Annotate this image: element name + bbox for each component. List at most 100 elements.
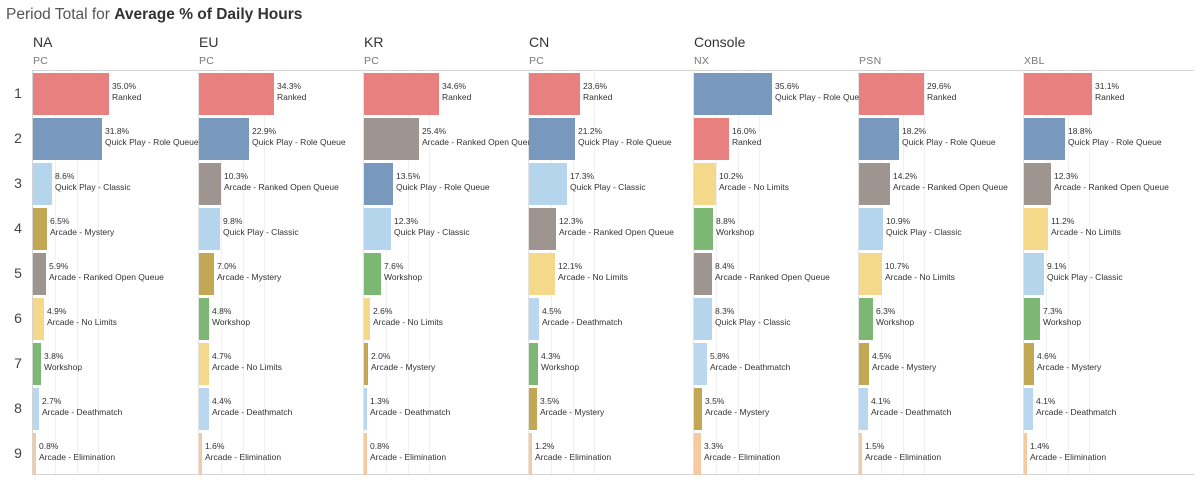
- bar-value-label: 31.8%: [105, 126, 130, 136]
- bar-label-nx-rank-7: 5.8% Arcade - Deathmatch: [710, 351, 790, 373]
- bar-label-xbl-rank-8: 4.1% Arcade - Deathmatch: [1036, 396, 1116, 418]
- bar-value-label: 21.2%: [578, 126, 603, 136]
- bar-pc-rank-3: [33, 163, 52, 205]
- bar-label-pc-rank-7: 3.8% Workshop: [44, 351, 82, 373]
- rank-label-9: 9: [14, 445, 22, 461]
- bar-xbl-rank-4: [1024, 208, 1048, 250]
- bar-label-xbl-rank-4: 11.2% Arcade - No Limits: [1051, 216, 1121, 238]
- bar-xbl-rank-3: [1024, 163, 1051, 205]
- bar-value-label: 7.6%: [384, 261, 404, 271]
- platform-label-pc: PC: [33, 55, 49, 67]
- gridline-0-20: [77, 70, 78, 474]
- bar-value-label: 3.5%: [705, 396, 725, 406]
- bar-label-pc-rank-7: 4.3% Workshop: [541, 351, 579, 373]
- bar-category-label: Arcade - Mystery: [872, 362, 937, 372]
- column-separator-5: [1023, 70, 1024, 474]
- bar-category-label: Ranked: [732, 137, 762, 147]
- bar-value-label: 7.3%: [1043, 306, 1063, 316]
- bar-category-label: Arcade - Deathmatch: [370, 407, 451, 417]
- bar-value-label: 18.2%: [902, 126, 927, 136]
- bar-label-pc-rank-2: 22.9% Quick Play - Role Queue: [252, 126, 346, 148]
- bar-category-label: Arcade - Mystery: [217, 272, 282, 282]
- bar-psn-rank-6: [859, 298, 873, 340]
- gridline-6-10: [1046, 70, 1047, 474]
- gridline-2-30: [429, 70, 430, 474]
- bar-value-label: 12.3%: [1054, 171, 1079, 181]
- bar-xbl-rank-2: [1024, 118, 1065, 160]
- bar-value-label: 5.9%: [49, 261, 69, 271]
- bar-category-label: Arcade - Deathmatch: [212, 407, 293, 417]
- bar-pc-rank-7: [199, 343, 209, 385]
- bar-category-label: Arcade - Mystery: [1037, 362, 1102, 372]
- bar-value-label: 4.5%: [872, 351, 892, 361]
- platform-label-pc: PC: [199, 55, 215, 67]
- bar-nx-rank-5: [694, 253, 712, 295]
- bar-label-pc-rank-4: 6.5% Arcade - Mystery: [50, 216, 114, 238]
- bar-value-label: 4.8%: [212, 306, 232, 316]
- bar-pc-rank-5: [529, 253, 555, 295]
- bar-value-label: 22.9%: [252, 126, 277, 136]
- gridline-3-20: [573, 70, 574, 474]
- gridline-4-20: [738, 70, 739, 474]
- rank-label-7: 7: [14, 355, 22, 371]
- bar-label-xbl-rank-3: 12.3% Arcade - Ranked Open Queue: [1054, 171, 1169, 193]
- bar-pc-rank-7: [33, 343, 41, 385]
- bar-pc-rank-1: [364, 73, 439, 115]
- bar-pc-rank-8: [364, 388, 367, 430]
- bar-label-xbl-rank-7: 4.6% Arcade - Mystery: [1037, 351, 1101, 373]
- bar-value-label: 8.3%: [715, 306, 735, 316]
- bar-label-psn-rank-4: 10.9% Quick Play - Classic: [886, 216, 962, 238]
- bar-pc-rank-4: [529, 208, 556, 250]
- bar-category-label: Arcade - Deathmatch: [1036, 407, 1117, 417]
- bar-category-label: Arcade - Elimination: [865, 452, 942, 462]
- bar-value-label: 12.3%: [394, 216, 419, 226]
- bar-category-label: Arcade - Elimination: [535, 452, 612, 462]
- bar-label-pc-rank-6: 4.9% Arcade - No Limits: [47, 306, 117, 328]
- bar-label-pc-rank-9: 1.6% Arcade - Elimination: [205, 441, 281, 463]
- bar-psn-rank-4: [859, 208, 883, 250]
- bar-label-pc-rank-6: 4.5% Arcade - Deathmatch: [542, 306, 622, 328]
- bar-label-pc-rank-8: 1.3% Arcade - Deathmatch: [370, 396, 450, 418]
- bar-category-label: Quick Play - Role Queue: [775, 92, 869, 102]
- bar-category-label: Arcade - Mystery: [371, 362, 436, 372]
- bar-value-label: 1.6%: [205, 441, 225, 451]
- bar-category-label: Arcade - No Limits: [212, 362, 282, 372]
- bar-category-label: Quick Play - Classic: [55, 182, 131, 192]
- region-header-eu: EU: [199, 34, 219, 50]
- gridline-4-30: [759, 70, 760, 474]
- rank-label-3: 3: [14, 175, 22, 191]
- gridline-1-10: [221, 70, 222, 474]
- bar-value-label: 34.3%: [277, 81, 302, 91]
- bar-pc-rank-3: [199, 163, 221, 205]
- bar-value-label: 29.6%: [927, 81, 952, 91]
- bar-category-label: Quick Play - Role Queue: [902, 137, 996, 147]
- gridline-5-20: [903, 70, 904, 474]
- bar-category-label: Quick Play - Role Queue: [252, 137, 346, 147]
- bar-category-label: Ranked: [583, 92, 613, 102]
- bar-label-pc-rank-9: 1.2% Arcade - Elimination: [535, 441, 611, 463]
- bar-value-label: 3.3%: [704, 441, 724, 451]
- bar-label-nx-rank-2: 16.0% Ranked: [732, 126, 761, 148]
- bar-label-pc-rank-1: 34.6% Ranked: [442, 81, 471, 103]
- rank-label-5: 5: [14, 265, 22, 281]
- bar-xbl-rank-9: [1024, 433, 1027, 475]
- bar-value-label: 8.6%: [55, 171, 75, 181]
- bar-value-label: 4.3%: [541, 351, 561, 361]
- bar-nx-rank-4: [694, 208, 713, 250]
- bar-pc-rank-4: [199, 208, 220, 250]
- bar-category-label: Arcade - Elimination: [39, 452, 116, 462]
- title-prefix: Period Total for: [6, 6, 115, 23]
- bar-category-label: Quick Play - Role Queue: [396, 182, 490, 192]
- bar-value-label: 5.8%: [710, 351, 730, 361]
- bar-value-label: 9.8%: [223, 216, 243, 226]
- bar-pc-rank-4: [364, 208, 391, 250]
- bar-value-label: 6.3%: [876, 306, 896, 316]
- bar-label-nx-rank-4: 8.8% Workshop: [716, 216, 754, 238]
- bar-category-label: Arcade - Ranked Open Queue: [893, 182, 1008, 192]
- bar-pc-rank-6: [364, 298, 370, 340]
- bar-label-pc-rank-8: 4.4% Arcade - Deathmatch: [212, 396, 292, 418]
- bar-value-label: 23.6%: [583, 81, 608, 91]
- bar-value-label: 12.1%: [558, 261, 583, 271]
- bar-category-label: Quick Play - Classic: [1047, 272, 1123, 282]
- bar-category-label: Quick Play - Role Queue: [1068, 137, 1162, 147]
